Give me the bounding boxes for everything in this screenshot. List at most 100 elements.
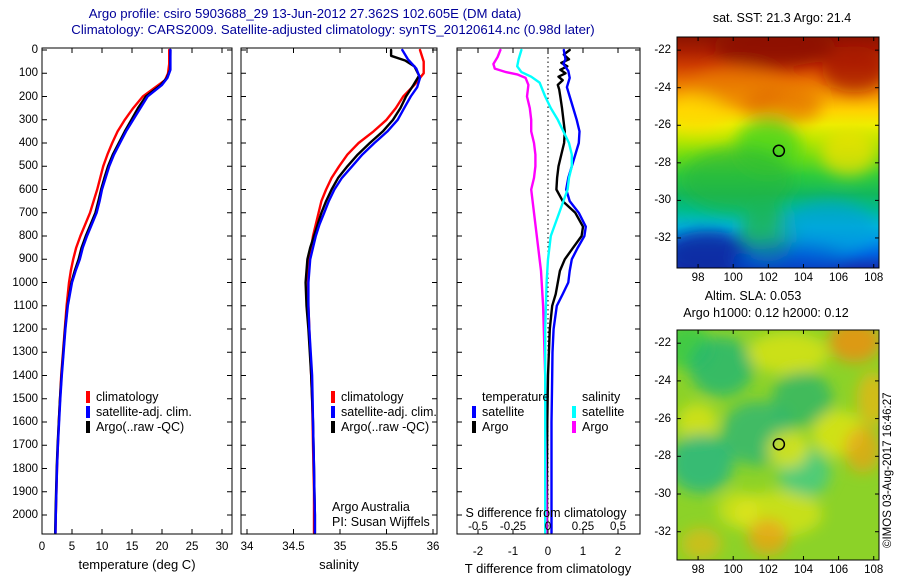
legend-label: climatology (96, 389, 159, 404)
figure-title-line1: Argo profile: csiro 5903688_29 13-Jun-20… (88, 6, 522, 21)
y-tick-label: 1900 (12, 485, 38, 498)
x-tick-label: 36 (426, 541, 440, 553)
y-tick-label: 1600 (12, 416, 38, 428)
map-y-tick-label: -24 (654, 374, 671, 387)
x-tick-label: 1 (579, 546, 587, 558)
legend-header: temperature (472, 389, 549, 404)
x-tick-label: 0 (544, 546, 552, 558)
map-x-tick-label: 108 (864, 272, 884, 284)
series-satellite-adj-clim- (54, 48, 172, 535)
x-tick-label: 20 (155, 541, 169, 553)
map-y-tick-label: -32 (654, 231, 671, 244)
map-y-tick-label: -22 (654, 44, 671, 57)
legend-header: salinity (572, 389, 624, 404)
legend-marker-t-argo (472, 420, 476, 433)
axes-box (240, 47, 438, 535)
map-y-tick-label: -28 (654, 156, 671, 169)
x-tick-label: 34.5 (282, 541, 305, 553)
series-climatology (306, 48, 425, 535)
map-x-tick-label: 104 (793, 564, 814, 576)
legend-marker-argo (86, 420, 90, 433)
x-tick-label: 25 (185, 541, 199, 553)
sla-map-frame (676, 329, 880, 561)
map-x-tick-label: 102 (758, 272, 778, 284)
series-s-argo (492, 48, 548, 535)
y-tick-label: 100 (18, 67, 38, 80)
y-tick-label: 1000 (12, 276, 38, 289)
sla-map-title-line1: Altim. SLA: 0.053 (704, 289, 802, 303)
x-tick-label: -1 (507, 546, 519, 558)
y-tick-label: 700 (18, 206, 38, 219)
series-s-satellite (516, 48, 573, 535)
legend-marker-argo (331, 420, 335, 433)
legend-item: climatology (86, 389, 192, 404)
x-tick-label: 0 (38, 541, 46, 553)
y-tick-label: 1500 (12, 392, 38, 405)
map-x-tick-label: 104 (793, 272, 814, 284)
map-y-tick-label: -26 (654, 412, 671, 425)
y-tick-label: 500 (18, 160, 38, 173)
axes-box (41, 47, 233, 535)
y-tick-label: 600 (18, 183, 38, 196)
s-difference-axis-label: S difference from climatology (465, 506, 627, 520)
legend-item: Argo (572, 419, 624, 434)
legend-salinity-panel: climatology satellite-adj. clim. Argo(..… (331, 389, 437, 434)
credit-line1: Argo Australia (332, 500, 410, 514)
legend-label: Argo (482, 419, 509, 434)
map-y-tick-label: -26 (654, 119, 671, 132)
legend-item: satellite-adj. clim. (331, 404, 437, 419)
x-tick-label: 5 (68, 541, 76, 553)
y-tick-label: 2000 (12, 509, 38, 521)
s-tick-label: 0 (544, 521, 552, 533)
y-tick-label: 300 (18, 113, 38, 126)
map-y-tick-label: -22 (654, 337, 671, 350)
y-tick-label: 1700 (12, 439, 38, 452)
legend-spacer (472, 391, 476, 403)
y-tick-label: 0 (31, 44, 38, 56)
map-x-tick-label: 106 (829, 272, 849, 284)
s-tick-label: -0.25 (499, 521, 527, 533)
y-tick-label: 1400 (12, 369, 38, 382)
legend-label: Argo (582, 419, 609, 434)
legend-label: climatology (341, 389, 404, 404)
legend-item: satellite (472, 404, 549, 419)
sst-map (677, 37, 879, 268)
y-tick-label: 1800 (12, 462, 38, 475)
legend-header-label: temperature (482, 389, 550, 404)
series-climatology (54, 48, 171, 535)
legend-label: satellite-adj. clim. (341, 404, 437, 419)
x-axis-label-salinity: salinity (319, 557, 359, 572)
legend-label: satellite (482, 404, 525, 419)
legend-label: Argo(..raw -QC) (341, 419, 430, 434)
y-tick-label: 1300 (12, 346, 38, 359)
figure-title-line2: Climatology: CARS2009. Satellite-adjuste… (71, 22, 595, 37)
legend-marker-climatology (331, 390, 335, 403)
x-axis-label-t-difference: T difference from climatology (464, 561, 632, 576)
map-y-tick-label: -30 (654, 488, 671, 501)
x-tick-label: 34 (240, 541, 254, 553)
legend-item: Argo(..raw -QC) (331, 419, 437, 434)
series-t-satellite (550, 48, 587, 535)
map-y-tick-label: -30 (654, 194, 671, 207)
legend-marker-s-argo (572, 420, 576, 433)
y-tick-label: 800 (18, 230, 38, 242)
credit-argo-australia: Argo Australia PI: Susan Wijffels (332, 500, 430, 530)
legend-marker-satellite-clim (86, 405, 90, 418)
legend-spacer (572, 391, 576, 403)
series-argo-raw-qc- (54, 48, 172, 535)
legend-difference-salinity: salinity satellite Argo (572, 389, 624, 434)
series-t-argo (545, 48, 585, 535)
sst-map-float-location-marker (772, 144, 786, 158)
x-tick-label: 10 (95, 541, 109, 553)
legend-item: climatology (331, 389, 437, 404)
y-tick-label: 200 (18, 90, 38, 103)
s-tick-label: -0.5 (468, 521, 488, 533)
map-x-tick-label: 98 (691, 272, 705, 284)
map-x-tick-label: 108 (864, 564, 884, 576)
legend-difference-temperature: temperature satellite Argo (472, 389, 549, 434)
map-y-tick-label: -32 (654, 525, 671, 538)
y-tick-label: 400 (18, 137, 38, 149)
legend-item: satellite-adj. clim. (86, 404, 192, 419)
